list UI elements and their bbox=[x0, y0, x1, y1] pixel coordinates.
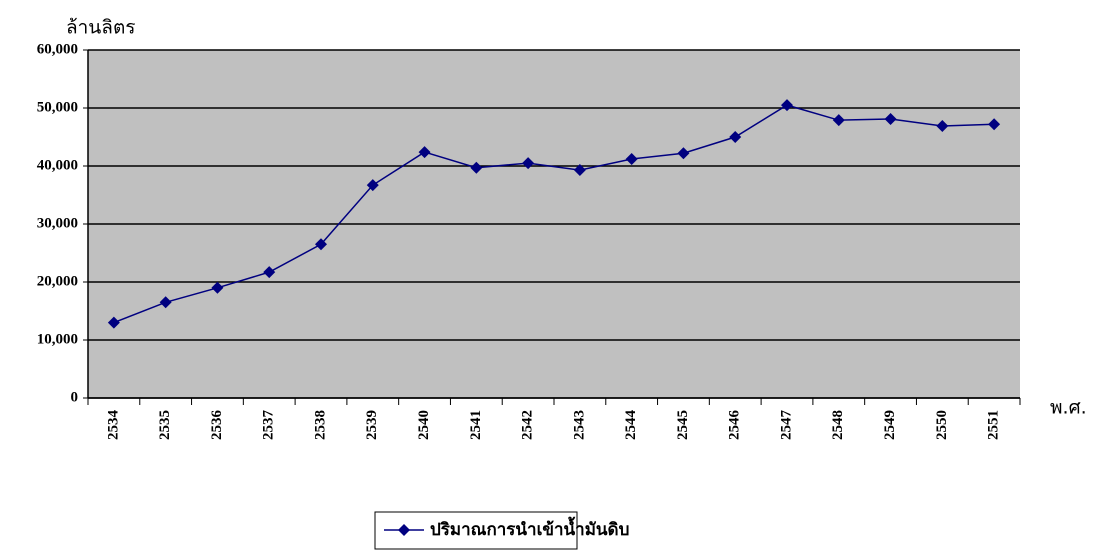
legend: ปริมาณการนำเข้าน้ำมันดิบ bbox=[374, 511, 629, 550]
x-tick-label: 2539 bbox=[364, 410, 380, 440]
data-point bbox=[211, 281, 224, 294]
x-tick-label: 2550 bbox=[934, 410, 950, 440]
legend-marker bbox=[398, 524, 410, 536]
x-tick-label: 2551 bbox=[986, 410, 1002, 440]
x-tick-label: 2545 bbox=[675, 410, 691, 440]
y-tick-label: 20,000 bbox=[37, 273, 78, 289]
y-tick-label: 0 bbox=[71, 389, 79, 405]
x-tick-label: 2535 bbox=[157, 410, 173, 440]
data-point bbox=[677, 147, 690, 160]
x-tick-label: 2544 bbox=[623, 410, 639, 441]
y-tick-label: 40,000 bbox=[37, 157, 78, 173]
y-tick-label: 30,000 bbox=[37, 215, 78, 231]
x-tick-label: 2549 bbox=[882, 410, 898, 440]
data-point bbox=[936, 119, 949, 132]
data-point bbox=[418, 146, 431, 159]
data-point bbox=[159, 296, 172, 309]
y-axis-label: ล้านลิตร bbox=[66, 17, 136, 39]
data-point bbox=[470, 161, 483, 174]
y-tick-label: 50,000 bbox=[37, 99, 78, 115]
data-point bbox=[625, 153, 638, 166]
x-tick-label: 2540 bbox=[416, 410, 432, 440]
x-tick-label: 2534 bbox=[105, 410, 121, 441]
x-tick-label: 2548 bbox=[830, 410, 846, 440]
x-tick-label: 2538 bbox=[312, 410, 328, 440]
x-tick-label: 2543 bbox=[571, 410, 587, 440]
x-tick-label: 2537 bbox=[261, 410, 277, 441]
x-axis-label: พ.ศ. bbox=[1050, 397, 1087, 419]
data-point bbox=[988, 118, 1001, 131]
x-tick-label: 2542 bbox=[520, 410, 536, 440]
data-point bbox=[781, 99, 793, 112]
data-point bbox=[729, 131, 742, 143]
data-point bbox=[522, 157, 535, 170]
data-point bbox=[884, 113, 897, 126]
y-tick-label: 10,000 bbox=[37, 331, 78, 347]
data-point bbox=[315, 238, 327, 251]
data-point bbox=[832, 114, 845, 127]
x-tick-label: 2541 bbox=[468, 410, 484, 440]
data-point bbox=[107, 316, 120, 329]
x-tick-label: 2547 bbox=[778, 410, 794, 441]
data-point bbox=[263, 266, 276, 279]
data-point bbox=[573, 164, 586, 177]
y-tick-label: 60,000 bbox=[37, 41, 78, 57]
legend-label: ปริมาณการนำเข้าน้ำมันดิบ bbox=[430, 516, 629, 540]
series-line bbox=[113, 104, 995, 324]
x-tick-label: 2546 bbox=[727, 410, 743, 441]
data-point bbox=[366, 179, 379, 192]
x-tick-label: 2536 bbox=[209, 410, 225, 441]
